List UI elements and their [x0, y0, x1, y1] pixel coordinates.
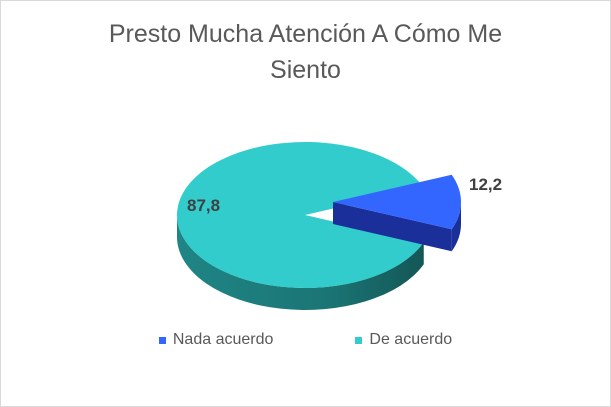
pie-slice-de-acuerdo[interactable]	[176, 142, 424, 310]
pie-slice-de-acuerdo-side-shade	[177, 215, 424, 310]
legend-item-de-acuerdo[interactable]: De acuerdo	[355, 331, 452, 349]
data-label-de-acuerdo: 87,8	[187, 196, 220, 215]
legend-item-nada-acuerdo[interactable]: Nada acuerdo	[158, 331, 274, 349]
legend-label-de-acuerdo: De acuerdo	[369, 331, 453, 348]
pie-slice-nada-acuerdo[interactable]	[333, 174, 461, 252]
pie-slice-nada-acuerdo-side	[451, 202, 461, 252]
legend-swatch-nada-acuerdo	[158, 336, 166, 344]
pie-slice-de-acuerdo-top	[176, 142, 424, 288]
data-label-nada-acuerdo: 12,2	[469, 175, 502, 194]
pie-slice-nada-acuerdo-top	[333, 174, 461, 230]
legend-label-nada-acuerdo: Nada acuerdo	[172, 331, 274, 348]
legend-swatch-de-acuerdo	[355, 336, 363, 344]
legend: Nada acuerdo De acuerdo	[0, 331, 611, 349]
pie-slice-nada-acuerdo-cut-face	[333, 202, 452, 252]
chart-title: Presto Mucha Atención A Cómo Me Siento	[108, 20, 503, 84]
